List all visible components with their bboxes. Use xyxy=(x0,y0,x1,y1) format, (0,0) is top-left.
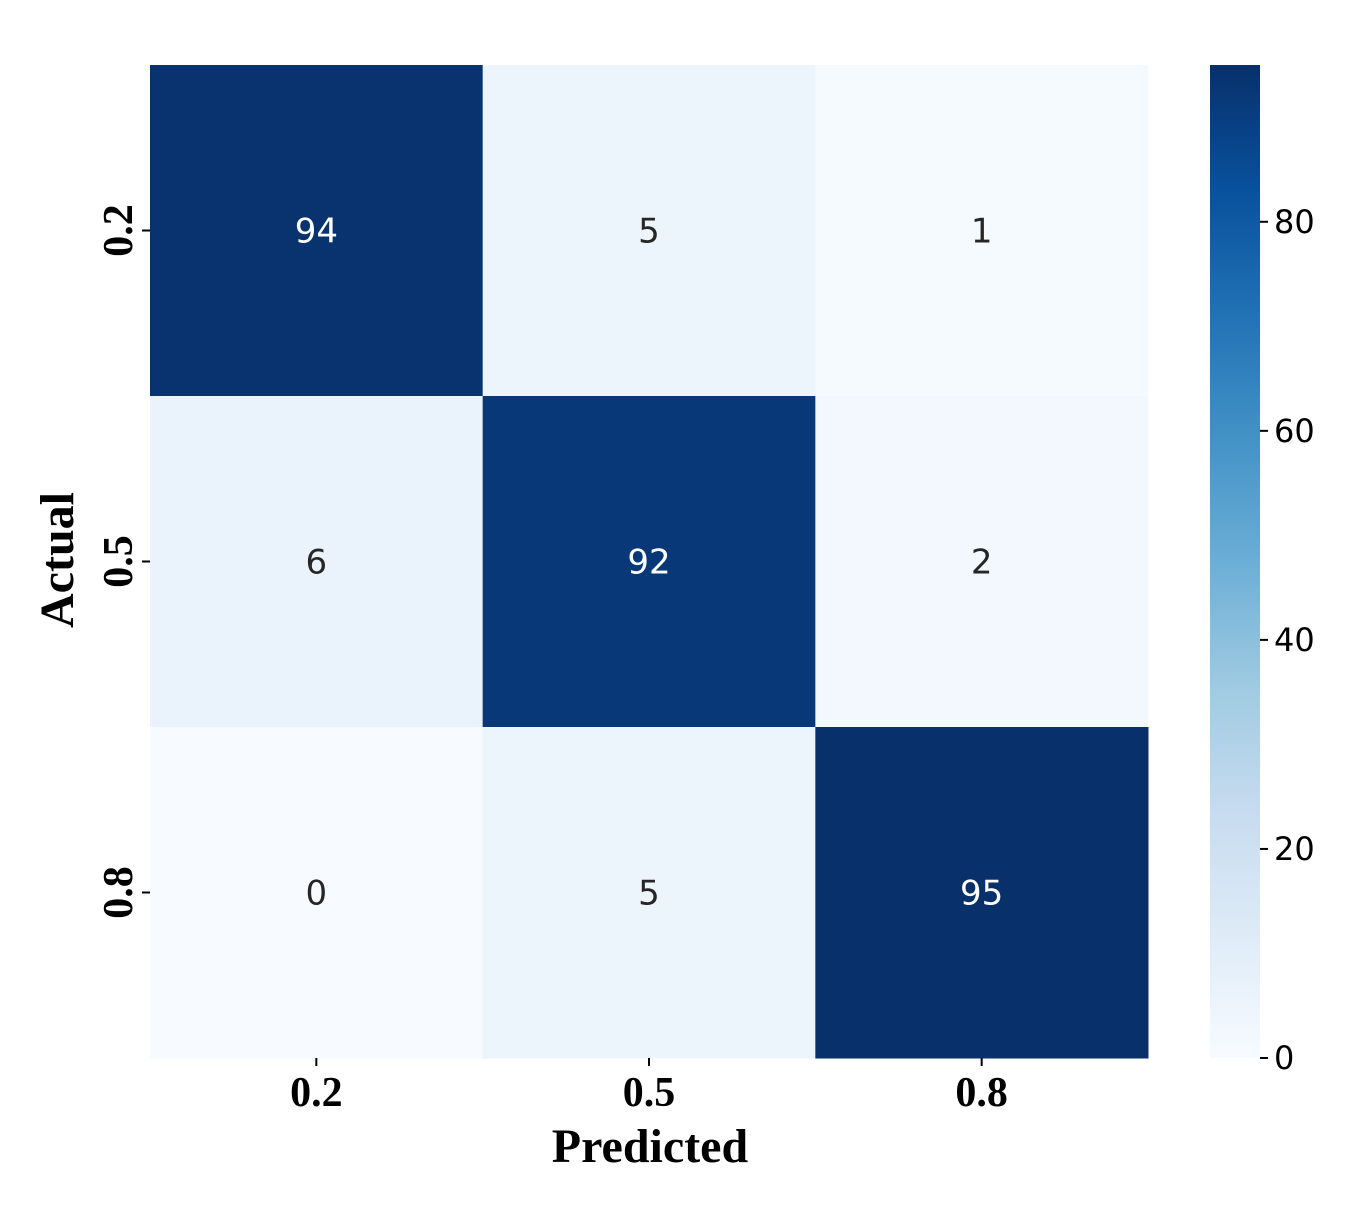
cell-value-label: 5 xyxy=(638,874,660,914)
y-axis-ticks: 0.2 0.5 0.8 xyxy=(96,204,150,919)
colorbar-tick-label: 0 xyxy=(1274,1039,1294,1077)
cell-value-label: 92 xyxy=(627,543,670,583)
heatmap-cell xyxy=(815,396,1149,728)
heatmap-cell xyxy=(150,727,484,1059)
cell-value-label: 95 xyxy=(960,874,1003,914)
colorbar-ticks: 0 20 40 60 80 xyxy=(1260,203,1315,1077)
cell-value-label: 5 xyxy=(638,212,660,252)
heatmap-cells xyxy=(150,65,1149,1059)
cell-value-label: 2 xyxy=(971,543,993,583)
heatmap-cell xyxy=(815,65,1149,397)
y-tick-label: 0.8 xyxy=(96,866,142,919)
colorbar-tick-label: 40 xyxy=(1274,621,1315,659)
heatmap-cell xyxy=(150,65,484,397)
heatmap-annotations: 94 5 1 6 92 2 0 5 95 xyxy=(295,212,1004,914)
y-tick-label: 0.5 xyxy=(96,535,142,588)
heatmap-cell xyxy=(482,65,816,397)
cell-value-label: 1 xyxy=(971,212,993,252)
colorbar-tick-label: 20 xyxy=(1274,830,1315,868)
heatmap-cell xyxy=(482,727,816,1059)
colorbar-tick-label: 60 xyxy=(1274,412,1315,450)
x-axis-ticks: 0.2 0.5 0.8 xyxy=(290,1058,1008,1116)
colorbar-tick-label: 80 xyxy=(1274,203,1315,241)
heatmap-cell xyxy=(482,396,816,728)
x-tick-label: 0.5 xyxy=(623,1070,676,1116)
cell-value-label: 0 xyxy=(306,874,328,914)
x-axis-title: Predicted xyxy=(552,1120,749,1173)
colorbar xyxy=(1210,65,1260,1058)
heatmap-cell xyxy=(150,396,484,728)
x-tick-label: 0.2 xyxy=(290,1070,343,1116)
y-axis-title: Actual xyxy=(31,492,84,628)
heatmap-cell xyxy=(815,727,1149,1059)
cell-value-label: 6 xyxy=(306,543,328,583)
x-tick-label: 0.8 xyxy=(955,1070,1008,1116)
y-tick-label: 0.2 xyxy=(96,204,142,257)
cell-value-label: 94 xyxy=(295,212,338,252)
